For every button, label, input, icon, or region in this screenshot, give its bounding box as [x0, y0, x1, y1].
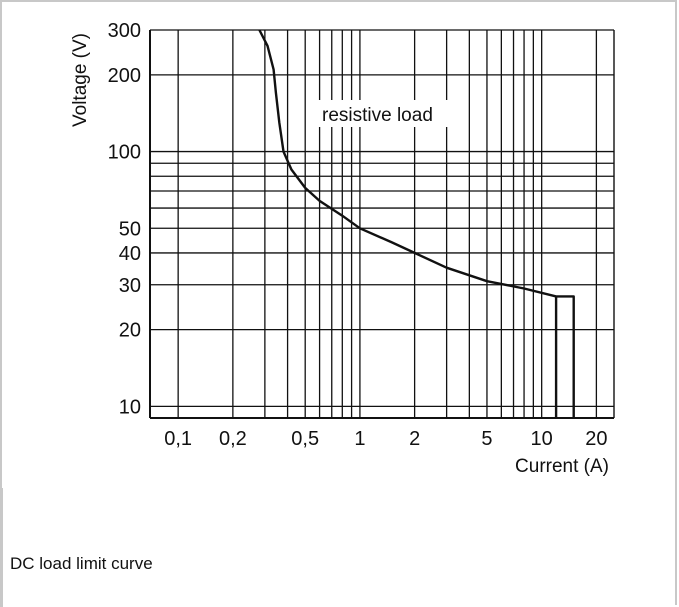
- x-tick-label: 1: [354, 428, 365, 450]
- y-tick-label: 200: [108, 65, 141, 87]
- x-tick-label: 0,1: [164, 428, 192, 450]
- x-gridlines: [149, 30, 615, 419]
- x-tick-label: 20: [585, 428, 607, 450]
- y-tick-label: 300: [108, 20, 141, 42]
- dc-load-limit-chart: 0,1 0,2 0,5 1 2 5 10 20 10 20 30 40 50 100 200 300 res…: [70, 20, 615, 477]
- frame-notch: [0, 488, 3, 607]
- figure-caption: DC load limit curve: [10, 554, 153, 573]
- x-tick-label: 0,2: [219, 428, 247, 450]
- y-tick-label: 40: [119, 243, 141, 265]
- limit-curve-series: [258, 29, 575, 418]
- y-tick-label: 20: [119, 320, 141, 342]
- y-tick-label: 100: [108, 142, 141, 164]
- limit-curve-line: [258, 29, 575, 418]
- x-tick-label: 0,5: [291, 428, 319, 450]
- annotation-background: [318, 100, 450, 127]
- x-axis-label: Current (A): [515, 456, 609, 477]
- x-tick-label: 2: [409, 428, 420, 450]
- annotation-resistive-load: resistive load: [322, 105, 433, 126]
- x-tick-labels: 0,1 0,2 0,5 1 2 5 10 20: [164, 428, 607, 450]
- y-tick-label: 30: [119, 275, 141, 297]
- y-gridlines: [150, 29, 614, 407]
- y-axis-label: Voltage (V): [70, 33, 91, 127]
- y-tick-labels: 10 20 30 40 50 100 200 300: [108, 20, 141, 418]
- y-tick-label: 10: [119, 396, 141, 418]
- x-tick-label: 5: [481, 428, 492, 450]
- x-tick-label: 10: [531, 428, 553, 450]
- y-tick-label: 50: [119, 218, 141, 240]
